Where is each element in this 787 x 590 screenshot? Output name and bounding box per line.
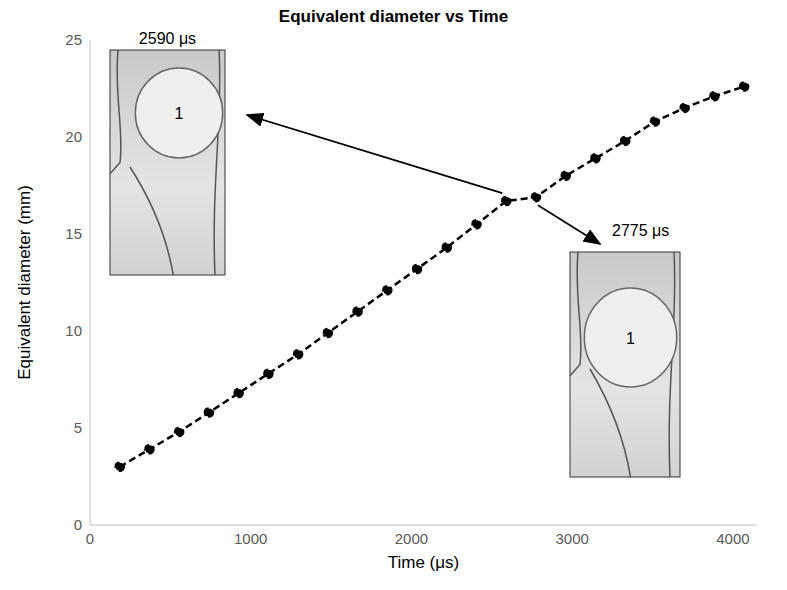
svg-text:2000: 2000	[395, 530, 428, 547]
svg-text:Equivalent diameter (mm): Equivalent diameter (mm)	[15, 185, 34, 380]
svg-text:20: 20	[65, 128, 82, 145]
svg-text:0: 0	[86, 530, 94, 547]
svg-text:25: 25	[65, 31, 82, 48]
svg-text:1000: 1000	[234, 530, 267, 547]
svg-text:Equivalent diameter vs Time: Equivalent diameter vs Time	[279, 7, 508, 26]
svg-text:Time (μs): Time (μs)	[388, 553, 460, 572]
svg-text:1: 1	[175, 105, 184, 122]
svg-text:2590 μs: 2590 μs	[139, 30, 196, 47]
svg-text:2775 μs: 2775 μs	[612, 222, 669, 239]
svg-text:1: 1	[626, 330, 635, 347]
svg-text:15: 15	[65, 225, 82, 242]
svg-text:5: 5	[74, 419, 82, 436]
svg-text:0: 0	[74, 516, 82, 533]
svg-text:10: 10	[65, 322, 82, 339]
svg-text:3000: 3000	[555, 530, 588, 547]
svg-text:4000: 4000	[716, 530, 749, 547]
